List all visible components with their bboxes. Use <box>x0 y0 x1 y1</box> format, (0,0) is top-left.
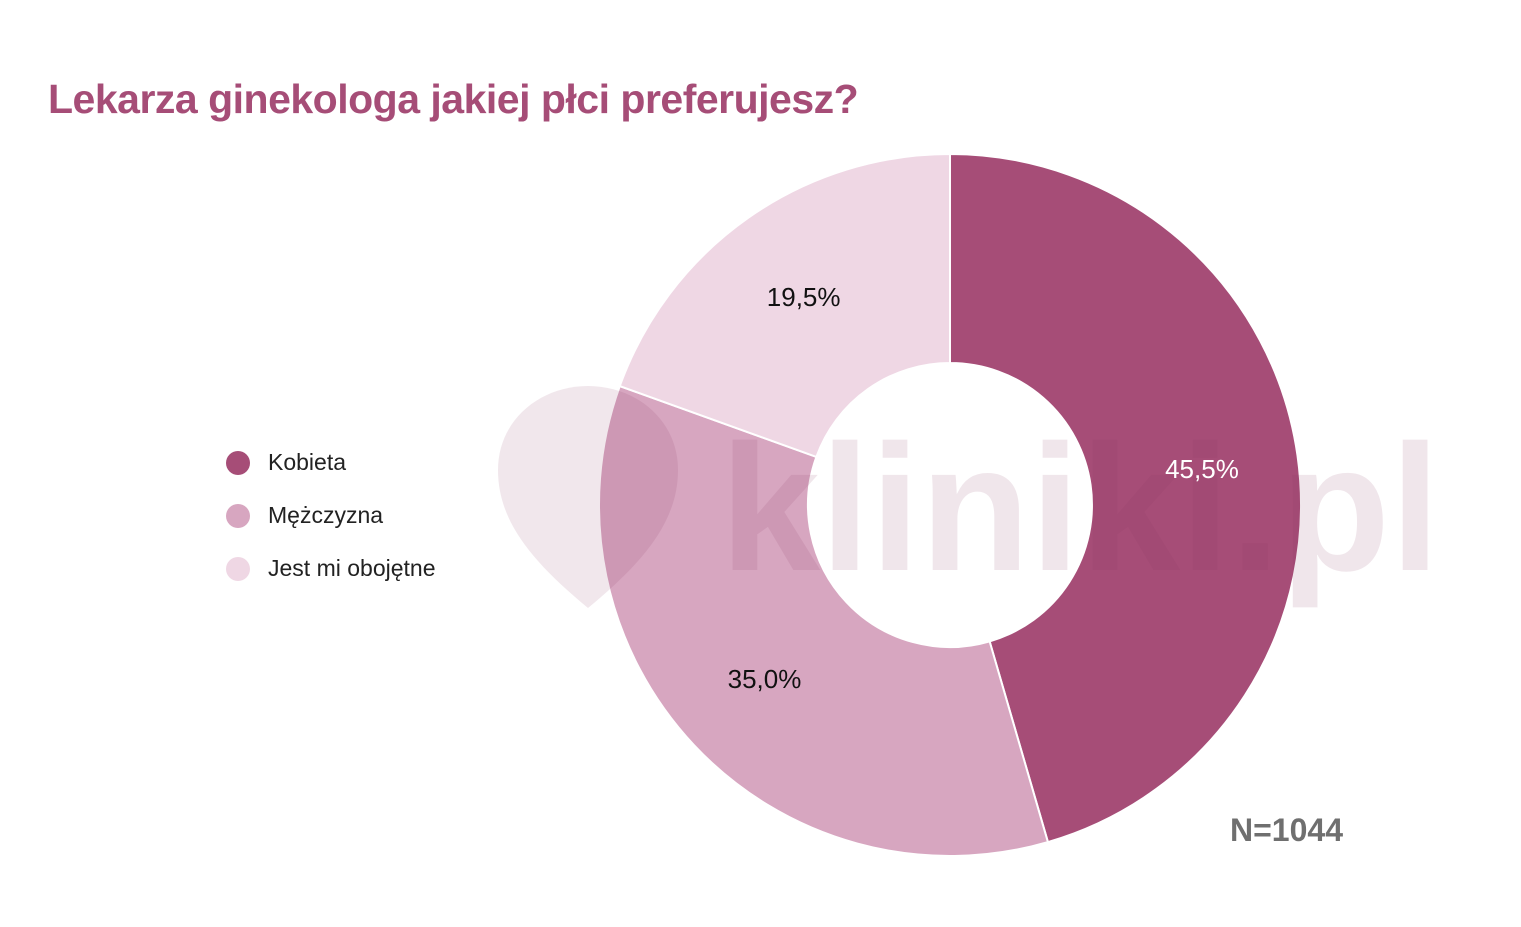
legend: Kobieta Mężczyzna Jest mi obojętne <box>226 436 435 595</box>
donut-slice-m-czyzna <box>598 384 1050 857</box>
legend-swatch <box>226 450 250 475</box>
legend-label: Mężczyzna <box>268 502 384 528</box>
svg-text:kliniki.pl: kliniki.pl <box>720 408 1440 609</box>
sample-size: N=1044 <box>1230 812 1343 848</box>
legend-swatch <box>226 503 250 528</box>
legend-item: Jest mi obojętne <box>226 542 435 595</box>
donut-slice-jest-mi-oboj-tne <box>618 152 951 459</box>
legend-label: Jest mi obojętne <box>268 555 436 581</box>
legend-swatch <box>226 556 250 581</box>
data-label: 45,5% <box>1165 454 1239 484</box>
legend-label: Kobieta <box>268 449 347 475</box>
watermark-logo: kliniki.pl <box>498 386 1440 609</box>
legend-item: Kobieta <box>226 436 435 489</box>
donut-slice-kobieta <box>949 152 1302 844</box>
data-label: 19,5% <box>767 282 841 312</box>
chart-title: Lekarza ginekologa jakiej płci preferuje… <box>48 76 859 122</box>
legend-item: Mężczyzna <box>226 489 435 542</box>
data-label: 35,0% <box>728 664 802 694</box>
